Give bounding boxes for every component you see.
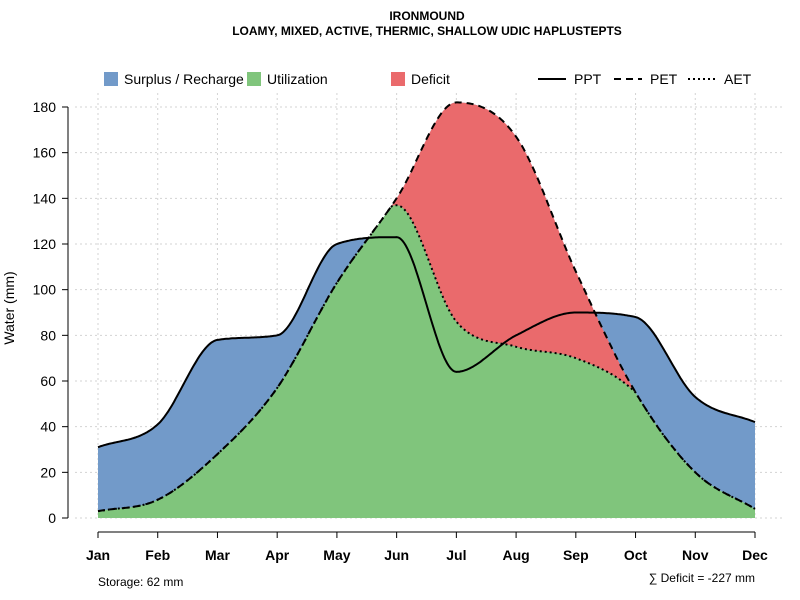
y-tick-label: 120 <box>33 236 57 252</box>
aet-line <box>97 204 756 513</box>
y-axis-label: Water (mm) <box>1 271 17 344</box>
y-tick-label: 100 <box>33 282 57 298</box>
legend-swatch-utilization <box>247 72 261 86</box>
deficit-label: ∑ Deficit = -227 mm <box>649 571 755 585</box>
ppt-line <box>97 236 756 449</box>
axes: 0 20 40 60 80 100 120 140 160 180 Jan Feb Mar Apr May J… <box>33 99 768 563</box>
x-tick-label-jun: Jun <box>384 547 409 563</box>
y-tick-label: 20 <box>40 464 56 480</box>
y-tick-label: 180 <box>33 99 57 115</box>
x-tick-label-may: May <box>323 547 350 563</box>
x-tick-label-dec: Dec <box>742 547 768 563</box>
legend-swatch-surplus <box>104 72 118 86</box>
legend-label-surplus: Surplus / Recharge <box>124 71 244 87</box>
x-tick-label-jul: Jul <box>446 547 466 563</box>
area-fills <box>98 102 755 519</box>
legend-swatch-deficit <box>391 72 405 86</box>
x-tick-label-nov: Nov <box>682 547 709 563</box>
storage-label: Storage: 62 mm <box>98 575 183 589</box>
utilization-area <box>98 205 755 518</box>
legend-label-deficit: Deficit <box>411 71 450 87</box>
y-tick-label: 0 <box>48 510 56 526</box>
x-tick-label-aug: Aug <box>502 547 529 563</box>
legend-label-utilization: Utilization <box>267 71 328 87</box>
y-tick-label: 140 <box>33 190 57 206</box>
deficit-area <box>98 102 755 512</box>
y-tick-label: 80 <box>40 327 56 343</box>
x-tick-label-apr: Apr <box>265 547 290 563</box>
x-tick-label-jan: Jan <box>86 547 110 563</box>
x-tick-label-sep: Sep <box>563 547 589 563</box>
y-tick-label: 40 <box>40 419 56 435</box>
legend-label-ppt: PPT <box>574 71 602 87</box>
x-tick-label-oct: Oct <box>624 547 648 563</box>
x-tick-label-feb: Feb <box>145 547 170 563</box>
chart-subtitle: LOAMY, MIXED, ACTIVE, THERMIC, SHALLOW U… <box>232 24 622 38</box>
legend-label-aet: AET <box>724 71 752 87</box>
legend-label-pet: PET <box>650 71 678 87</box>
x-tick-label-mar: Mar <box>205 547 230 563</box>
chart-title: IRONMOUND <box>389 9 465 23</box>
legend: Surplus / Recharge Utilization Deficit P… <box>104 71 752 87</box>
series-lines <box>97 101 756 513</box>
y-tick-label: 60 <box>40 373 56 389</box>
y-tick-label: 160 <box>33 145 57 161</box>
